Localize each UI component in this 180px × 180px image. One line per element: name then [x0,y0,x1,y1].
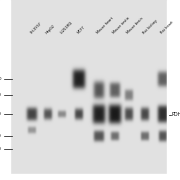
Text: 100KD: 100KD [0,77,2,81]
Text: PDHX: PDHX [172,112,180,118]
Text: Rat kidney: Rat kidney [142,19,158,35]
Text: 55KD: 55KD [0,112,2,116]
Bar [0,0,10,180]
Text: 40KD: 40KD [0,134,2,138]
Text: Mouse brain: Mouse brain [126,17,144,35]
Text: Mouse testis: Mouse testis [112,16,131,35]
Text: 35KD: 35KD [0,147,2,151]
Bar [0,0,180,39]
Text: HepG2: HepG2 [45,24,57,35]
Bar [167,0,180,180]
Text: U-251MG: U-251MG [59,21,73,35]
Text: 70KD: 70KD [0,93,2,97]
Text: MCF7: MCF7 [76,25,86,35]
Text: Mouse heart: Mouse heart [96,17,115,35]
Text: Rat heart: Rat heart [160,20,175,35]
Bar [0,174,180,180]
Text: SH-SY5Y: SH-SY5Y [29,22,42,35]
